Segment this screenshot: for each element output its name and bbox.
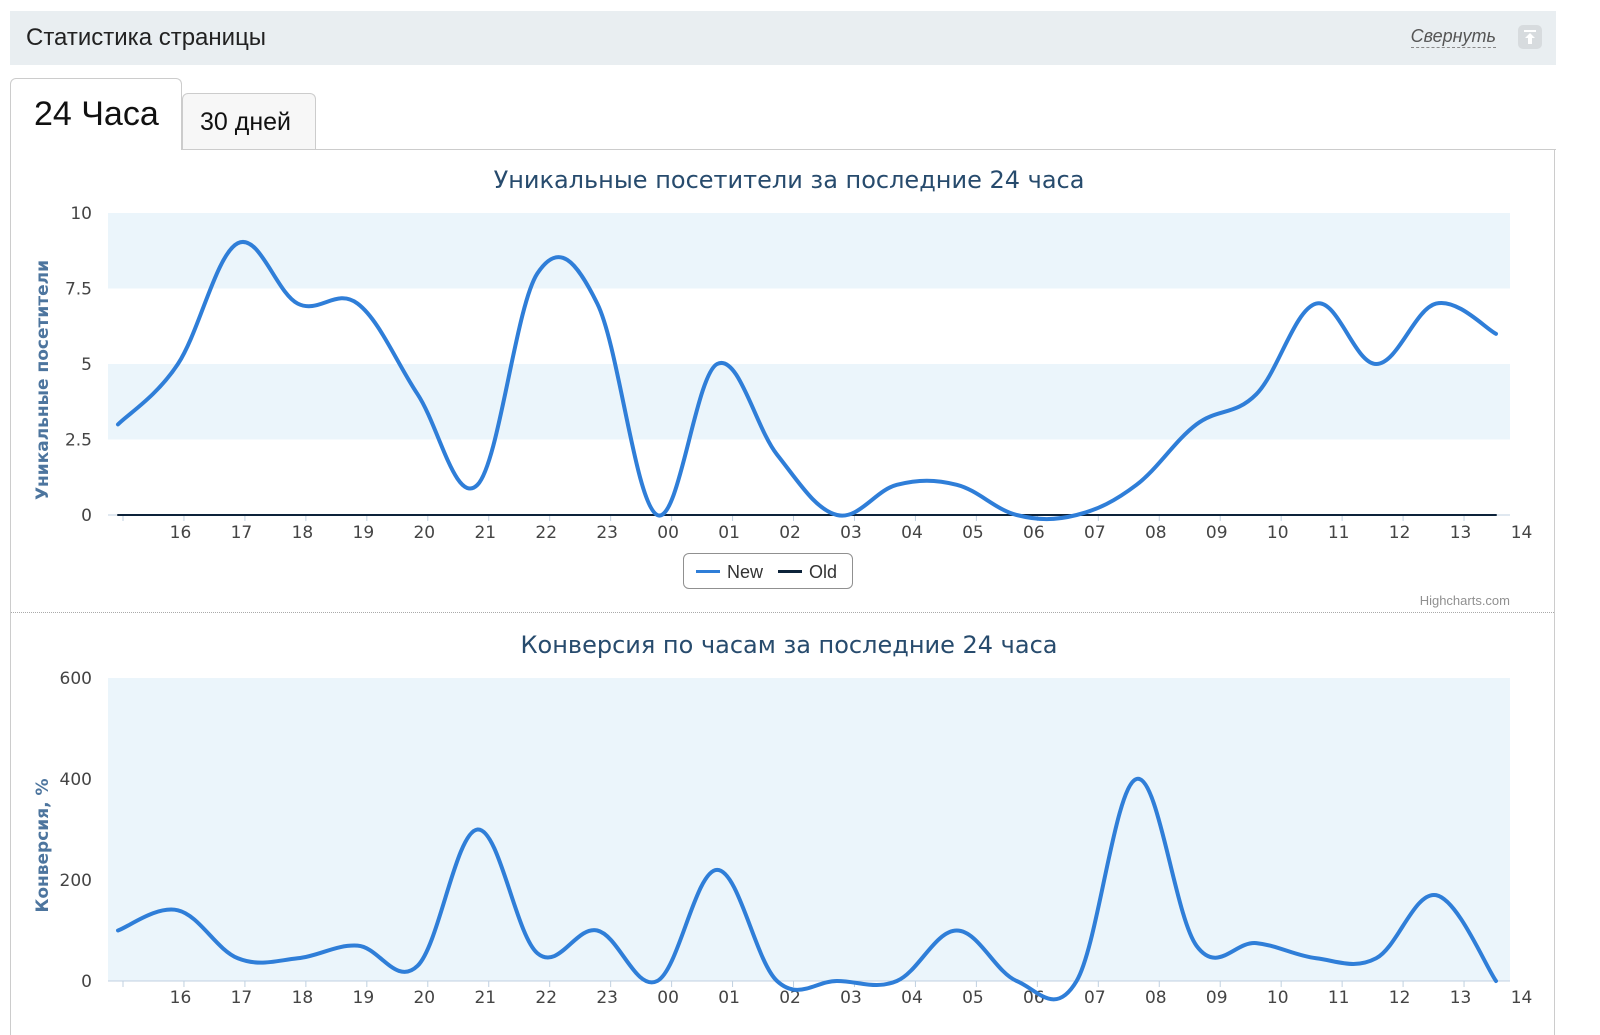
x-tick-label: 18 xyxy=(292,988,314,1008)
x-tick-label: 04 xyxy=(901,988,923,1008)
x-tick-label: 05 xyxy=(962,988,984,1008)
x-tick-label: 10 xyxy=(1267,523,1289,543)
x-tick-label: 06 xyxy=(1023,523,1045,543)
x-tick-label: 14 xyxy=(1511,988,1533,1008)
x-tick-label: 08 xyxy=(1145,988,1167,1008)
x-tick-label: 19 xyxy=(353,523,375,543)
chart-area xyxy=(10,150,1555,1035)
x-tick-label: 07 xyxy=(1084,523,1106,543)
x-tick-label: 19 xyxy=(353,988,375,1008)
x-tick-label: 09 xyxy=(1206,988,1228,1008)
chart-title: Уникальные посетители за последние 24 ча… xyxy=(494,166,1085,194)
y-tick-label: 200 xyxy=(60,871,92,891)
x-tick-label: 03 xyxy=(840,523,862,543)
legend-label-new: New xyxy=(727,562,764,582)
y-axis-title: Уникальные посетители xyxy=(33,260,53,500)
collapse-link[interactable]: Свернуть xyxy=(1410,26,1496,48)
y-tick-label: 7.5 xyxy=(65,280,92,300)
tabs-divider xyxy=(10,149,1556,150)
x-tick-label: 13 xyxy=(1450,988,1472,1008)
plot-band xyxy=(108,779,1510,880)
x-tick-label: 17 xyxy=(231,988,253,1008)
legend-item-old[interactable]: Old xyxy=(778,562,837,583)
x-tick-label: 12 xyxy=(1389,523,1411,543)
collapse-arrow-icon[interactable] xyxy=(1518,25,1542,49)
legend-label-old: Old xyxy=(809,562,838,582)
x-tick-label: 02 xyxy=(779,988,801,1008)
x-tick-label: 23 xyxy=(596,523,618,543)
chart-credits[interactable]: Highcharts.com xyxy=(1419,593,1510,608)
panel-title: Статистика страницы xyxy=(26,24,267,51)
x-tick-label: 11 xyxy=(1328,988,1350,1008)
x-tick-label: 13 xyxy=(1450,523,1472,543)
x-tick-label: 20 xyxy=(413,523,435,543)
y-tick-label: 2.5 xyxy=(65,431,92,451)
x-tick-label: 02 xyxy=(779,523,801,543)
x-tick-label: 22 xyxy=(535,523,557,543)
x-tick-label: 16 xyxy=(170,523,192,543)
x-tick-label: 09 xyxy=(1206,523,1228,543)
x-tick-label: 11 xyxy=(1328,523,1350,543)
x-tick-label: 10 xyxy=(1267,988,1289,1008)
y-tick-label: 0 xyxy=(81,506,92,526)
plot-band xyxy=(108,364,1510,440)
x-tick-label: 18 xyxy=(292,523,314,543)
x-tick-label: 22 xyxy=(535,988,557,1008)
y-tick-label: 0 xyxy=(81,972,92,992)
x-tick-label: 03 xyxy=(840,988,862,1008)
legend-swatch-new xyxy=(696,569,720,573)
y-tick-label: 5 xyxy=(81,355,92,375)
x-tick-label: 23 xyxy=(596,988,618,1008)
panel-header: Статистика страницы Свернуть xyxy=(10,11,1556,65)
x-tick-label: 01 xyxy=(718,988,740,1008)
legend-swatch-old xyxy=(778,569,802,573)
chart-separator xyxy=(11,612,1554,613)
visitors-chart: Уникальные посетители за последние 24 ча… xyxy=(33,166,1533,543)
x-tick-label: 21 xyxy=(474,988,496,1008)
plot-band xyxy=(108,880,1510,981)
y-tick-label: 400 xyxy=(60,770,92,790)
x-tick-label: 20 xyxy=(413,988,435,1008)
x-tick-label: 08 xyxy=(1145,523,1167,543)
x-tick-label: 01 xyxy=(718,523,740,543)
x-tick-label: 00 xyxy=(657,523,679,543)
series-line-new[interactable] xyxy=(116,777,1498,1002)
tab-30-days[interactable]: 30 дней xyxy=(182,93,316,150)
x-tick-label: 17 xyxy=(231,523,253,543)
x-tick-label: 07 xyxy=(1084,988,1106,1008)
plot-band xyxy=(108,678,1510,779)
legend-item-new[interactable]: New xyxy=(696,562,763,583)
chart-legend: New Old xyxy=(683,553,853,589)
x-tick-label: 12 xyxy=(1389,988,1411,1008)
chart-title: Конверсия по часам за последние 24 часа xyxy=(521,631,1058,659)
tab-24-hours[interactable]: 24 Часа xyxy=(10,78,182,150)
x-tick-label: 21 xyxy=(474,523,496,543)
y-axis-title: Конверсия, % xyxy=(33,778,53,912)
x-tick-label: 04 xyxy=(901,523,923,543)
x-tick-label: 14 xyxy=(1511,523,1533,543)
plot-band xyxy=(108,213,1510,289)
x-tick-label: 16 xyxy=(170,988,192,1008)
x-tick-label: 05 xyxy=(962,523,984,543)
x-tick-label: 00 xyxy=(657,988,679,1008)
y-tick-label: 10 xyxy=(70,204,92,224)
series-line-new[interactable] xyxy=(116,239,1498,522)
y-tick-label: 600 xyxy=(60,669,92,689)
